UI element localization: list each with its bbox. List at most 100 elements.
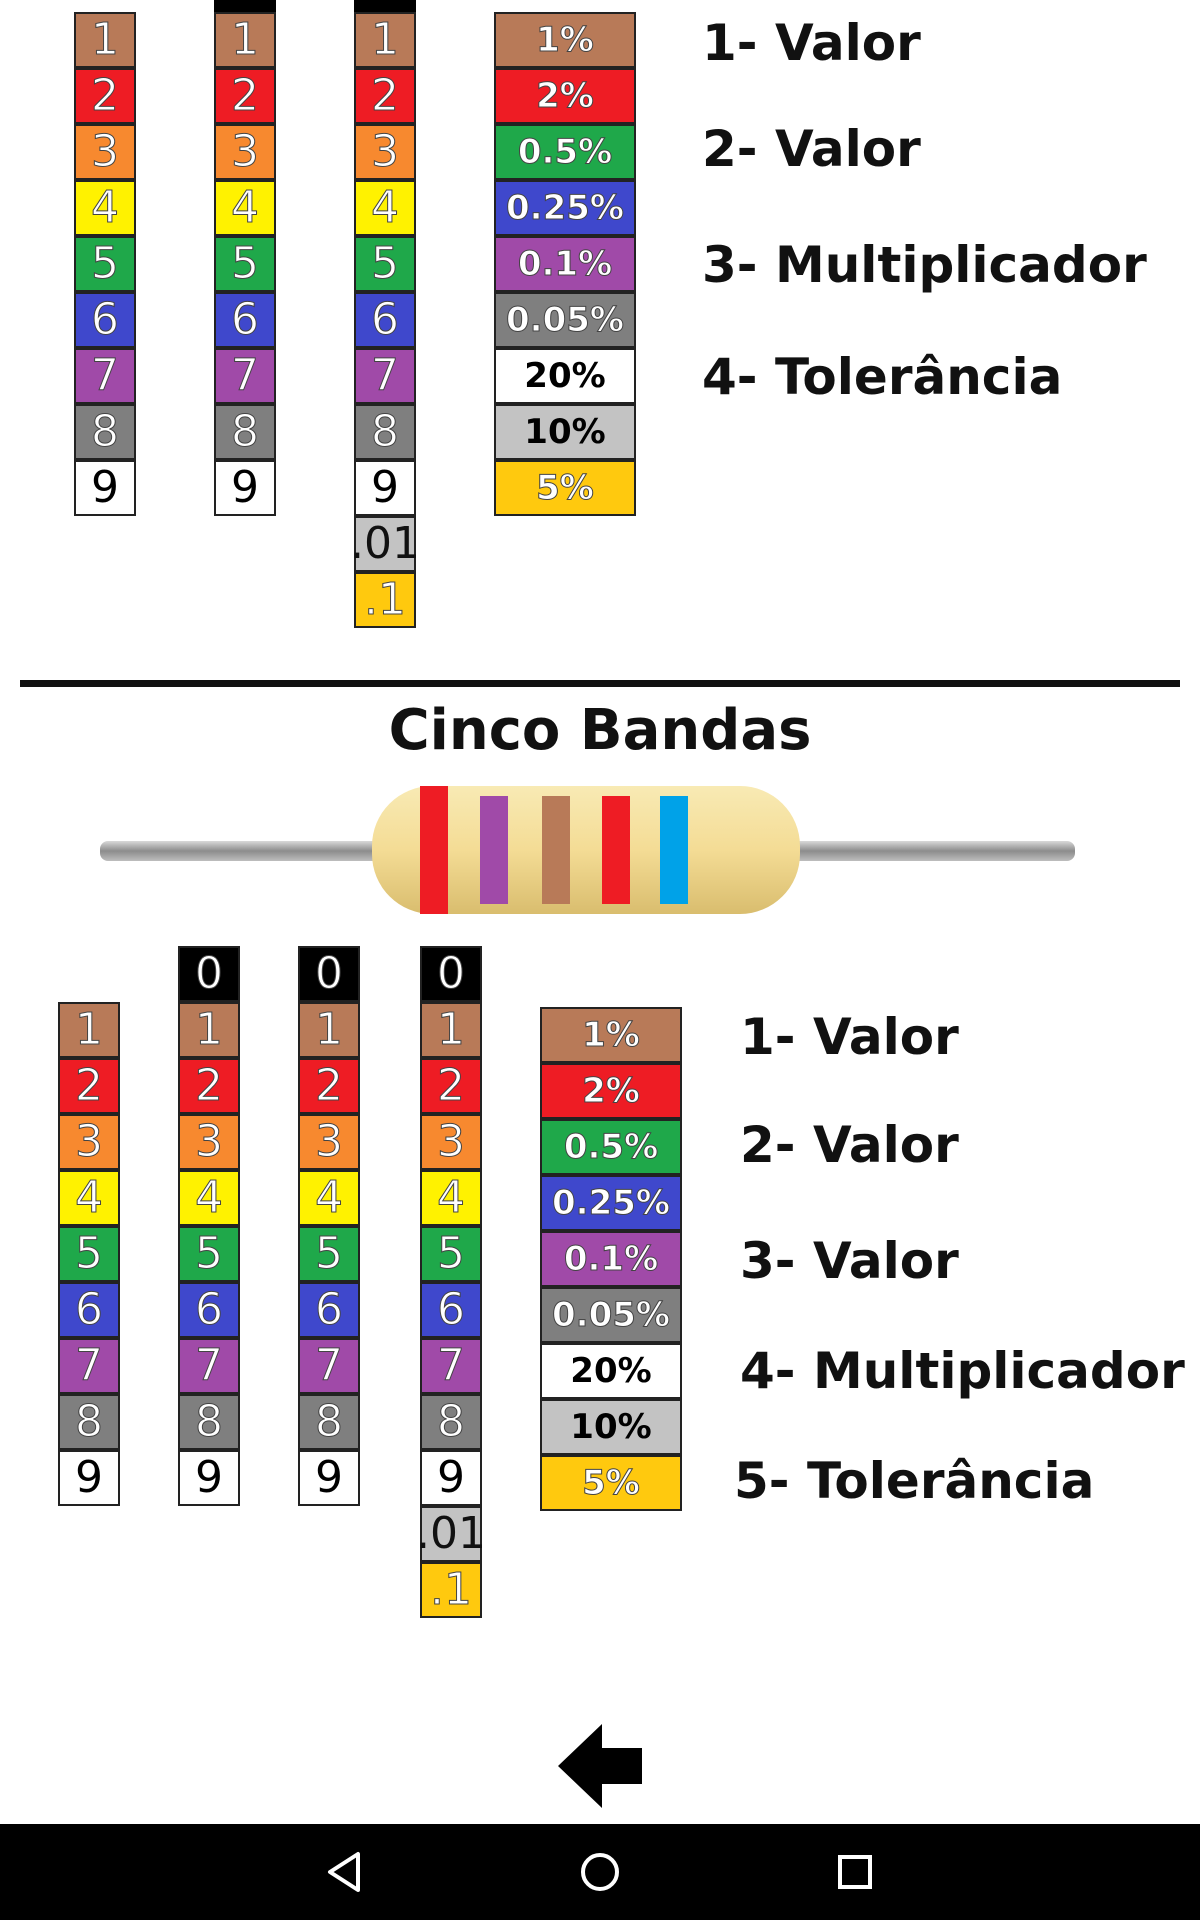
color-code-cell: 3 (214, 124, 276, 180)
tolerance-cell: 2% (494, 68, 636, 124)
color-code-cell: 3 (58, 1114, 120, 1170)
system-home-button[interactable] (540, 1824, 660, 1920)
system-back-button[interactable] (285, 1824, 405, 1920)
tolerance-cell: 0.05% (494, 292, 636, 348)
tolerance-cell: 0.1% (494, 236, 636, 292)
color-code-cell: 5 (214, 236, 276, 292)
triangle-back-icon (328, 1852, 360, 1892)
five-band-title: Cinco Bandas (388, 698, 812, 763)
tolerance-cell: 20% (540, 1343, 682, 1399)
color-code-cell: 4 (214, 180, 276, 236)
color-code-cell: 6 (298, 1282, 360, 1338)
legend-label: 2- Valor (702, 120, 921, 178)
color-code-cell: 4 (354, 180, 416, 236)
color-code-cell: 5 (58, 1226, 120, 1282)
tolerance-cell: 5% (540, 1455, 682, 1511)
color-code-cell: 7 (74, 348, 136, 404)
resistor-band (602, 796, 630, 904)
color-code-cell: 6 (74, 292, 136, 348)
color-code-cell: 2 (58, 1058, 120, 1114)
color-code-cell: 9 (420, 1450, 482, 1506)
color-code-cell: 7 (178, 1338, 240, 1394)
color-code-cell: 0 (420, 946, 482, 1002)
color-code-cell: 5 (178, 1226, 240, 1282)
color-code-cell: 9 (178, 1450, 240, 1506)
legend-label: 4- Tolerância (702, 348, 1063, 406)
color-code-cell: 1 (354, 12, 416, 68)
color-code-cell: 2 (420, 1058, 482, 1114)
multiplier-cell: .1 (354, 572, 416, 628)
tolerance-cell: 0.5% (540, 1119, 682, 1175)
legend-label: 3- Valor (740, 1232, 959, 1290)
color-code-cell: 8 (298, 1394, 360, 1450)
color-code-cell: 7 (354, 348, 416, 404)
color-code-cell: 5 (420, 1226, 482, 1282)
system-recents-button[interactable] (795, 1824, 915, 1920)
color-code-cell: 4 (58, 1170, 120, 1226)
legend-label: 1- Valor (740, 1008, 959, 1066)
multiplier-cell: .1 (420, 1562, 482, 1618)
legend-label: 3- Multiplicador (702, 236, 1147, 294)
color-code-cell: 2 (214, 68, 276, 124)
tolerance-cell: 10% (540, 1399, 682, 1455)
color-code-cell: 2 (178, 1058, 240, 1114)
tolerance-cell: 0.05% (540, 1287, 682, 1343)
section-divider (20, 680, 1180, 687)
legend-label: 4- Multiplicador (740, 1342, 1185, 1400)
tolerance-cell: 0.1% (540, 1231, 682, 1287)
square-recents-icon (838, 1855, 872, 1889)
color-code-cell: 6 (178, 1282, 240, 1338)
color-code-cell: 9 (74, 460, 136, 516)
legend-label: 2- Valor (740, 1116, 959, 1174)
color-code-cell: 1 (214, 12, 276, 68)
color-code-cell: 9 (298, 1450, 360, 1506)
color-code-cell: 5 (354, 236, 416, 292)
color-code-cell: 4 (420, 1170, 482, 1226)
color-code-cell: 3 (74, 124, 136, 180)
color-code-cell: 1 (420, 1002, 482, 1058)
color-code-cell: 1 (74, 12, 136, 68)
arrow-left-icon (558, 1724, 642, 1808)
legend-label: 5- Tolerância (734, 1452, 1095, 1510)
color-code-cell: 3 (298, 1114, 360, 1170)
color-code-cell: 5 (298, 1226, 360, 1282)
color-code-cell: 8 (58, 1394, 120, 1450)
color-code-cell: 3 (420, 1114, 482, 1170)
tolerance-cell: 2% (540, 1063, 682, 1119)
color-code-cell: 3 (178, 1114, 240, 1170)
color-code-cell: 4 (178, 1170, 240, 1226)
resistor-illustration (100, 786, 1075, 914)
color-code-cell: 2 (298, 1058, 360, 1114)
color-code-cell: 6 (354, 292, 416, 348)
tolerance-cell: 0.25% (494, 180, 636, 236)
color-code-cell-cropped (354, 0, 416, 12)
color-code-cell: 0 (178, 946, 240, 1002)
color-code-cell: 4 (74, 180, 136, 236)
color-code-cell: 1 (298, 1002, 360, 1058)
tolerance-cell: 0.25% (540, 1175, 682, 1231)
color-code-cell: 6 (214, 292, 276, 348)
color-code-cell: 5 (74, 236, 136, 292)
color-code-cell: 1 (58, 1002, 120, 1058)
color-code-cell: 4 (298, 1170, 360, 1226)
multiplier-cell: .01 (350, 516, 420, 572)
color-code-cell: 9 (354, 460, 416, 516)
color-code-cell: 7 (214, 348, 276, 404)
tolerance-cell: 1% (494, 12, 636, 68)
color-code-cell: 9 (214, 460, 276, 516)
color-code-cell: 7 (58, 1338, 120, 1394)
color-code-cell: 8 (420, 1394, 482, 1450)
resistor-body (372, 786, 800, 914)
tolerance-cell: 20% (494, 348, 636, 404)
color-code-cell: 8 (178, 1394, 240, 1450)
color-code-cell: 9 (58, 1450, 120, 1506)
color-code-cell: 3 (354, 124, 416, 180)
tolerance-cell: 1% (540, 1007, 682, 1063)
tolerance-cell: 5% (494, 460, 636, 516)
system-navigation-bar (0, 1824, 1200, 1920)
circle-home-icon (581, 1853, 619, 1891)
resistor-band (660, 796, 688, 904)
color-code-cell: 1 (178, 1002, 240, 1058)
color-code-cell: 7 (298, 1338, 360, 1394)
back-arrow-button[interactable] (548, 1716, 658, 1816)
